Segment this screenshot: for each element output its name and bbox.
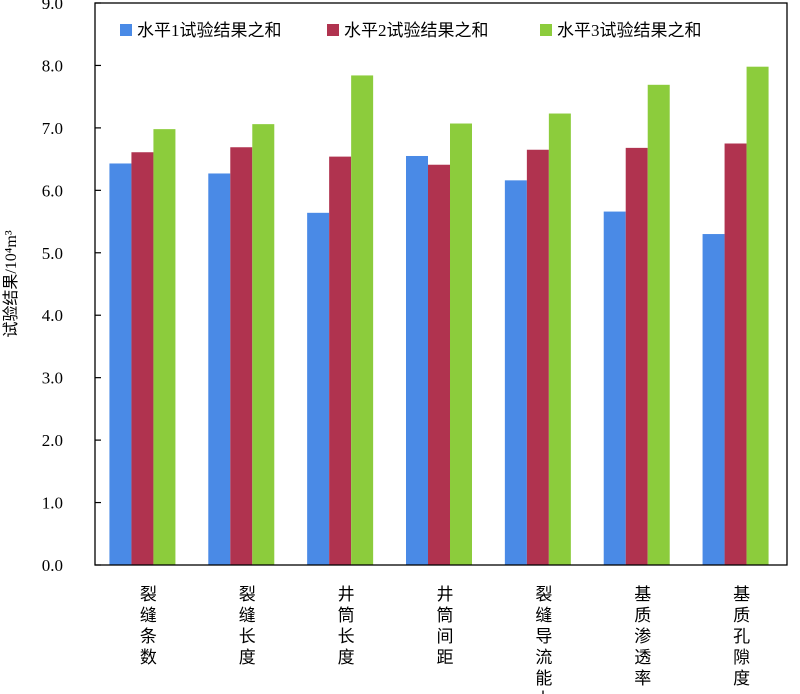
legend-label: 水平1试验结果之和 [137, 21, 282, 40]
bar [329, 156, 352, 565]
legend-swatch [540, 24, 552, 36]
x-category-label: 裂缝长度 [239, 585, 256, 667]
y-tick-label: 9.0 [42, 0, 63, 13]
bar [450, 123, 472, 566]
y-tick-label: 6.0 [42, 181, 63, 200]
y-tick-label: 5.0 [42, 244, 63, 263]
bar [647, 84, 670, 566]
bar [746, 66, 769, 566]
bar [351, 75, 374, 566]
y-tick-label: 7.0 [42, 119, 63, 138]
plot-frame [94, 2, 788, 566]
x-axis-category-labels: 裂缝条数 裂缝长度 井筒长度 井筒间距 裂缝导流能力 基质渗透率 基质孔隙度 [140, 585, 750, 694]
x-category-label: 裂缝导流能力 [535, 585, 552, 694]
bar [208, 173, 231, 565]
y-axis-ticks: 0.0 1.0 2.0 3.0 4.0 5.0 6.0 7.0 8.0 9.0 [42, 0, 101, 575]
y-tick-label: 1.0 [42, 494, 63, 513]
bar [526, 149, 549, 565]
y-tick-label: 4.0 [42, 306, 63, 325]
bars-layer [109, 66, 769, 566]
bar [406, 155, 428, 565]
bar [428, 164, 450, 565]
bar [109, 163, 132, 565]
bar [307, 212, 330, 565]
y-tick-label: 8.0 [42, 56, 63, 75]
y-tick-label: 2.0 [42, 431, 63, 450]
bar [153, 129, 176, 566]
bar [504, 180, 527, 565]
x-category-label: 基质渗透率 [634, 585, 651, 688]
bar [603, 211, 626, 565]
y-tick-label: 3.0 [42, 369, 63, 388]
legend-swatch [120, 24, 132, 36]
y-axis-title: 试验结果/10⁴m³ [2, 230, 20, 337]
legend-label: 水平3试验结果之和 [557, 21, 702, 40]
x-category-label: 井筒间距 [437, 585, 454, 667]
x-category-label: 基质孔隙度 [733, 585, 750, 688]
legend-swatch [327, 24, 339, 36]
bar [724, 143, 747, 565]
bar [548, 113, 571, 565]
y-tick-label: 0.0 [42, 556, 63, 575]
x-category-label: 井筒长度 [338, 585, 355, 667]
bar [702, 234, 725, 566]
bar [625, 147, 648, 566]
legend: 水平1试验结果之和 水平2试验结果之和 水平3试验结果之和 [120, 21, 702, 40]
x-category-label: 裂缝条数 [140, 585, 157, 667]
bar [230, 147, 253, 565]
bar [252, 124, 275, 566]
legend-label: 水平2试验结果之和 [344, 21, 489, 40]
bar [131, 152, 154, 565]
